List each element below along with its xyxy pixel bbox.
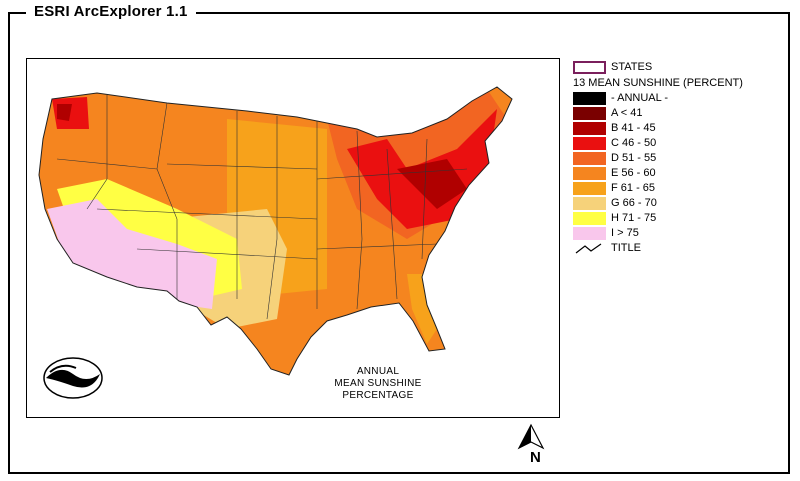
legend-states-label: STATES xyxy=(611,60,653,73)
sunshine-map[interactable] xyxy=(27,59,560,418)
legend-title-label: TITLE xyxy=(611,241,641,254)
legend-class-swatch xyxy=(573,121,606,135)
noaa-logo-icon xyxy=(42,356,104,405)
legend-class-label: G 66 - 70 xyxy=(611,196,657,209)
legend-class-label: C 46 - 50 xyxy=(611,136,657,149)
legend-annual-label: - ANNUAL - xyxy=(611,91,669,104)
northwest-zone-b xyxy=(57,104,72,121)
map-view[interactable] xyxy=(26,58,560,418)
legend-class-label: F 61 - 65 xyxy=(611,181,656,194)
legend-class-row: E 56 - 60 xyxy=(573,166,783,180)
north-label: N xyxy=(530,449,541,466)
legend-title-row[interactable]: TITLE xyxy=(573,241,783,255)
legend-layer-title: 13 MEAN SUNSHINE (PERCENT) xyxy=(573,77,743,89)
map-caption-line1: ANNUAL xyxy=(356,366,400,377)
legend-class-row: B 41 - 45 xyxy=(573,121,783,135)
window-title: ESRI ArcExplorer 1.1 xyxy=(26,3,196,20)
legend-class-swatch xyxy=(573,181,606,195)
map-caption-line2: MEAN SUNSHINE PERCENTAGE xyxy=(334,378,422,401)
ohio-zone-b xyxy=(397,159,467,209)
annual-swatch xyxy=(573,91,606,105)
legend-class-row: I > 75 xyxy=(573,226,783,240)
map-caption: ANNUAL MEAN SUNSHINE PERCENTAGE xyxy=(298,366,458,402)
legend-class-swatch xyxy=(573,151,606,165)
legend-class-label: B 41 - 45 xyxy=(611,121,656,134)
us-outline xyxy=(38,86,513,376)
legend: STATES 13 MEAN SUNSHINE (PERCENT) - ANNU… xyxy=(573,60,783,256)
legend-annual-row: - ANNUAL - xyxy=(573,91,783,105)
legend-class-swatch xyxy=(573,106,606,120)
legend-class-row: C 46 - 50 xyxy=(573,136,783,150)
legend-class-row: H 71 - 75 xyxy=(573,211,783,225)
legend-class-row: D 51 - 55 xyxy=(573,151,783,165)
legend-class-swatch xyxy=(573,226,606,240)
legend-class-label: H 71 - 75 xyxy=(611,211,657,224)
legend-class-row: F 61 - 65 xyxy=(573,181,783,195)
legend-class-swatch xyxy=(573,196,606,210)
legend-class-label: I > 75 xyxy=(611,226,639,239)
legend-states-row[interactable]: STATES xyxy=(573,60,783,74)
legend-class-row: A < 41 xyxy=(573,106,783,120)
app-window-frame xyxy=(8,12,790,474)
north-arrow-icon xyxy=(516,423,546,456)
legend-class-swatch xyxy=(573,166,606,180)
legend-class-swatch xyxy=(573,136,606,150)
legend-class-row: G 66 - 70 xyxy=(573,196,783,210)
legend-class-label: D 51 - 55 xyxy=(611,151,657,164)
legend-class-swatch xyxy=(573,211,606,225)
states-outline-swatch xyxy=(573,60,606,74)
state-boundaries xyxy=(56,95,468,320)
legend-classes: A < 41 B 41 - 45 C 46 - 50 D 51 - 55 E 56 - … xyxy=(573,106,783,240)
desert-zone-i xyxy=(47,199,217,309)
title-line-icon xyxy=(575,243,602,253)
legend-class-label: A < 41 xyxy=(611,106,643,119)
legend-class-label: E 56 - 60 xyxy=(611,166,656,179)
